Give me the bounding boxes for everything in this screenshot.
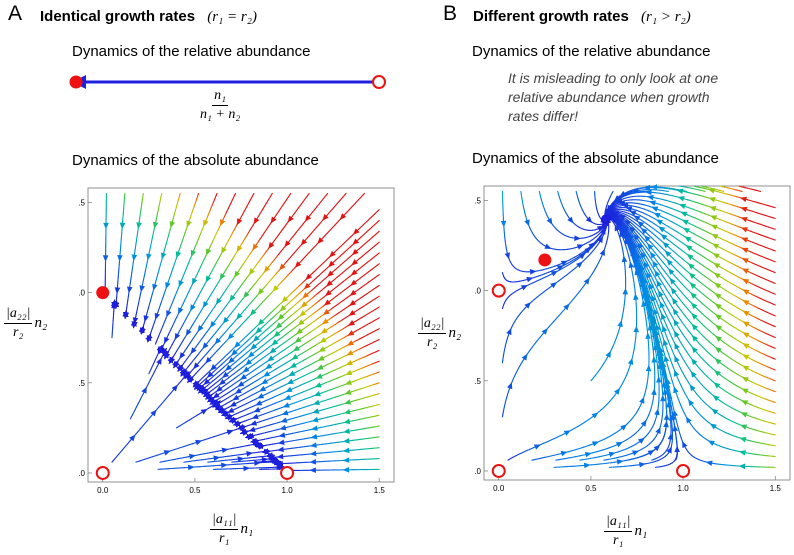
unstable-point-marker [373,76,385,88]
y-tick-label: 0.0 [78,469,86,478]
y-tick-label: 1.0 [78,289,86,298]
x-tick-label: 0.5 [189,486,201,494]
y-tick-label: 0.5 [78,379,86,388]
panel-a-absolute-heading: Dynamics of the absolute abundance [72,152,319,169]
fraction-numerator: n₁ [212,88,228,106]
y-tick-label: 1.5 [78,198,86,207]
x-tick-label: 1.5 [374,486,386,494]
x-tick-label: 0.0 [97,486,109,494]
panel-a-relative-heading: Dynamics of the relative abundance [72,43,310,60]
phase-portrait-a: 0.0 0.5 1.0 1.5 0.0 0.5 1.0 1.5 [78,182,398,494]
stable-point-marker [70,76,83,89]
relative-abundance-fraction: n₁ n₁ + n₂ [200,88,240,123]
panel-a-title-text: Identical growth rates [40,8,195,25]
x-tick-label: 1.0 [282,486,294,494]
panel-a-title: Identical growth rates (r₁ = r₂) [40,8,257,26]
panel-a-condition: (r₁ = r₂) [207,9,257,25]
panel-a-letter: A [8,2,22,26]
fraction-denominator: n₁ + n₂ [200,106,240,123]
